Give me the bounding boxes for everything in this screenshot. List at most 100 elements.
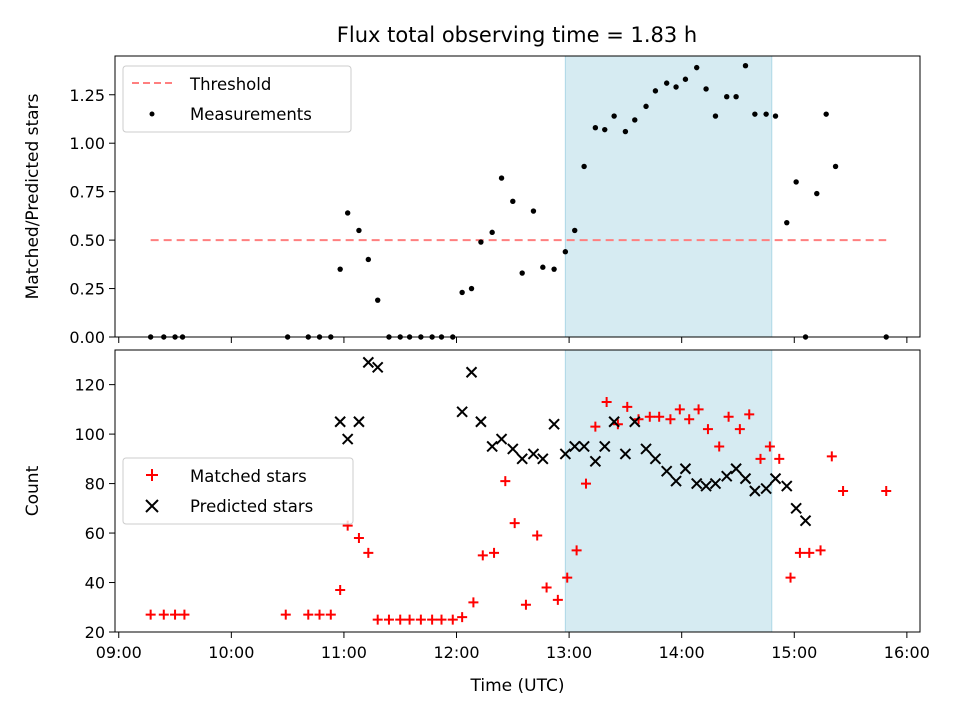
predicted-star-point <box>334 416 346 428</box>
measurement-point <box>510 198 516 205</box>
matched-star-point <box>838 486 849 496</box>
x-tick-label: 16:00 <box>884 643 930 662</box>
matched-star-point <box>622 401 633 412</box>
bottom-panel: 20 40 60 80 100 120 09:00 10:00 11:00 12:00 13:00… <box>23 349 930 696</box>
x-tick-label: 10:00 <box>208 643 254 662</box>
predicted-star-point <box>749 485 761 497</box>
matched-star-point <box>335 584 346 595</box>
predicted-star-point <box>341 433 354 445</box>
predicted-star-point <box>781 480 793 492</box>
predicted-star-point <box>640 443 652 455</box>
x-tick-label: 13:00 <box>546 643 592 662</box>
matched-star-point <box>447 614 458 625</box>
predicted-star-point <box>679 463 692 475</box>
predicted-star-point <box>569 440 581 453</box>
matched-star-point <box>532 530 543 541</box>
predicted-star-point <box>608 416 620 428</box>
matched-star-point <box>325 609 336 620</box>
y-tick-label: 0.25 <box>69 280 105 299</box>
top-panel-frame <box>114 55 921 338</box>
measurement-point <box>772 113 779 119</box>
matched-star-point <box>509 518 520 529</box>
matched-star-point <box>693 404 704 415</box>
predicted-star-point <box>465 366 478 378</box>
predicted-star-point <box>690 477 703 490</box>
bottom-y-ticks: 20 40 60 80 100 120 <box>74 376 115 642</box>
measurement-point <box>724 93 730 100</box>
matched-star-point <box>383 614 394 625</box>
y-tick-label: 80 <box>85 475 105 494</box>
x-axis-label: Time (UTC) <box>470 676 565 696</box>
measurement-point <box>712 113 719 119</box>
matched-star-point <box>179 609 190 620</box>
measurement-point <box>551 266 557 272</box>
matched-star-point <box>590 421 601 432</box>
matched-star-point <box>468 597 479 608</box>
measurement-point <box>468 285 475 292</box>
matched-star-point <box>395 614 406 625</box>
predicted-star-point <box>619 448 632 460</box>
matched-star-point <box>372 614 383 625</box>
legend-matched-symbol <box>146 469 158 481</box>
measurement-point <box>489 229 495 236</box>
y-tick-label: 60 <box>85 524 105 543</box>
measurement-point <box>540 264 546 270</box>
measurement-point <box>365 256 372 263</box>
matched-star-point <box>500 476 511 487</box>
measurement-point <box>632 117 638 123</box>
matched-star-point <box>363 547 374 558</box>
legend-threshold-label: Threshold <box>189 75 271 94</box>
predicted-star-point <box>700 480 712 492</box>
x-tick-label: 11:00 <box>321 643 367 662</box>
matched-star-point <box>764 441 775 452</box>
measurement-point <box>733 93 739 100</box>
y-tick-label: 1.00 <box>69 134 105 153</box>
matched-star-point <box>665 414 676 425</box>
predicted-star-point <box>537 453 549 465</box>
predicted-star-point <box>760 482 772 495</box>
measurement-point <box>530 208 537 214</box>
predicted-star-point <box>371 361 384 374</box>
matched-star-point <box>477 550 488 561</box>
measurement-point <box>562 249 569 255</box>
predicted-star-point <box>353 416 365 428</box>
measurement-point <box>519 270 525 276</box>
predicted-star-point <box>456 406 468 418</box>
measurement-point <box>673 84 679 90</box>
observing-span-top <box>564 55 773 338</box>
matched-star-point <box>520 599 531 610</box>
measurement-point <box>784 219 790 226</box>
predicted-star-point <box>599 440 611 453</box>
predicted-star-point <box>721 470 733 482</box>
matched-star-point <box>457 612 468 623</box>
measurement-point <box>581 163 587 170</box>
x-tick-label: 15:00 <box>771 643 817 662</box>
matched-star-point <box>314 609 325 620</box>
measurement-point <box>823 111 829 117</box>
chart-title: Flux total observing time = 1.83 h <box>337 23 697 47</box>
bottom-legend: Matched stars Predicted stars <box>122 457 354 525</box>
y-tick-label: 40 <box>85 574 105 593</box>
matched-star-point <box>436 614 447 625</box>
matched-star-point <box>881 486 892 496</box>
measurement-point <box>611 113 617 119</box>
bottom-x-ticks: 09:00 10:00 11:00 12:00 13:00 14:00 15:00 16:00 <box>96 632 930 662</box>
measurement-point <box>572 227 578 234</box>
observing-span-bottom <box>564 349 773 633</box>
top-x-ticks <box>118 337 908 343</box>
y-tick-label: 0.00 <box>69 328 105 347</box>
matched-star-point <box>280 609 291 620</box>
matched-star-point <box>415 614 426 625</box>
matched-star-point <box>785 572 796 583</box>
matched-star-point <box>794 547 805 558</box>
matched-star-point <box>404 614 415 625</box>
y-tick-label: 100 <box>74 425 105 444</box>
x-tick-label: 14:00 <box>659 643 705 662</box>
predicted-star-point <box>799 514 812 527</box>
measurement-point <box>752 111 758 117</box>
measurement-point <box>459 289 465 296</box>
measurement-point <box>592 125 599 131</box>
measurement-point <box>652 88 659 94</box>
bottom-panel-marks <box>145 356 892 625</box>
legend-measurements-label: Measurements <box>190 105 312 124</box>
